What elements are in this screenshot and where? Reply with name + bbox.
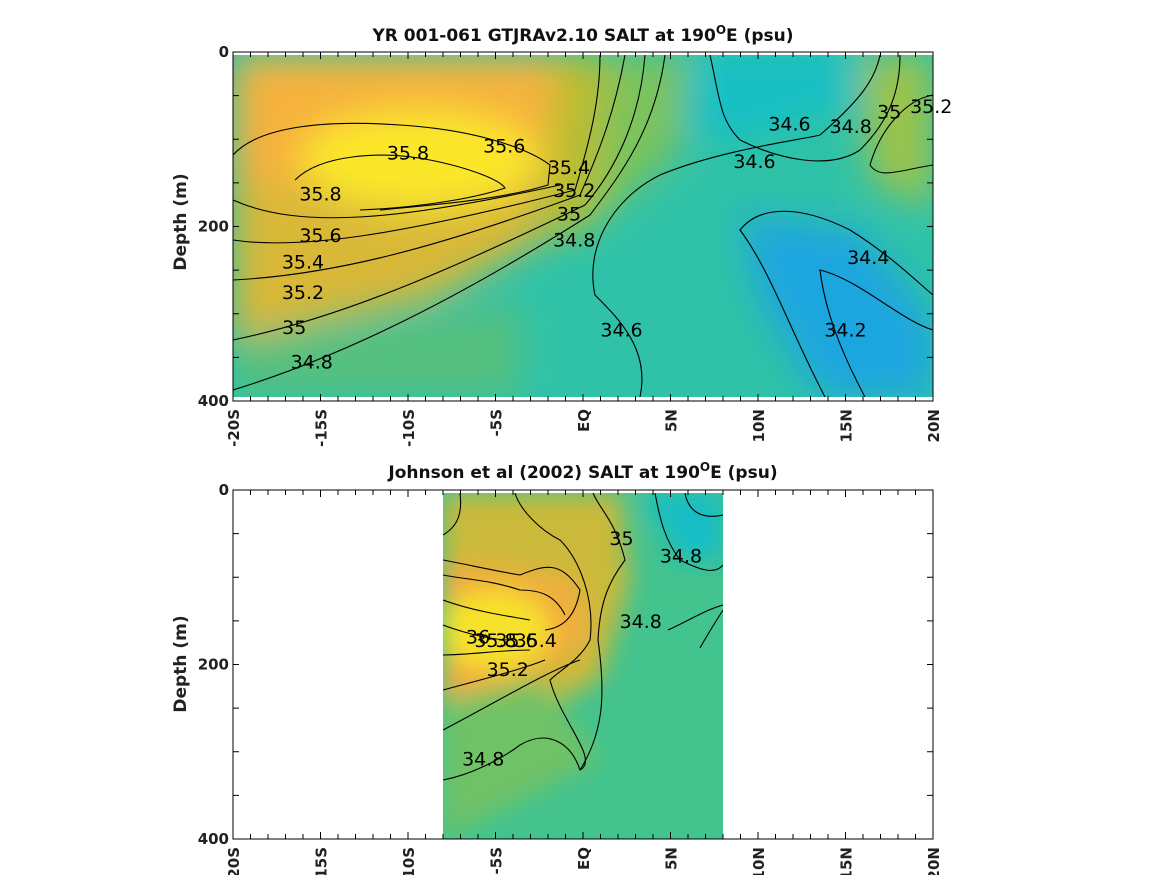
contour-label: 34.4 (847, 247, 889, 269)
contour-label: 35.6 (495, 630, 537, 652)
contour-label: 34.6 (733, 151, 775, 173)
contour-label: 34.8 (553, 230, 595, 252)
contour-label: 34.6 (768, 114, 810, 136)
x-tick-label: 10N (750, 409, 768, 442)
x-tick-label: 20N (925, 409, 943, 442)
x-tick-label: 15N (838, 409, 856, 442)
bottom-title: Johnson et al (2002) SALT at 190OE (psu) (387, 460, 777, 483)
bottom-x-ticks: -20S -15S -10S -5S EQ 5N 10N 15N 20N (225, 490, 943, 875)
x-tick-label: EQ (575, 847, 593, 870)
contour-label: 35.4 (282, 251, 324, 273)
contour-label: 35 (609, 528, 633, 550)
contour-label: 35 (877, 101, 901, 123)
contour-label: 34.2 (824, 319, 866, 341)
top-y-axis-label: Depth (m) (171, 173, 191, 270)
contour-label: 35.2 (282, 282, 324, 304)
contour-label: 35.2 (910, 96, 952, 118)
x-tick-label: -5S (488, 409, 506, 436)
contour-label: 35.6 (299, 225, 341, 247)
contour-label: 34.8 (462, 749, 504, 771)
y-tick-label: 200 (198, 218, 229, 236)
top-y-ticks: 0 200 400 (198, 43, 933, 410)
contour-label: 35.6 (483, 135, 525, 157)
bottom-y-axis-label: Depth (m) (171, 615, 191, 712)
x-tick-label: 5N (663, 847, 681, 870)
top-x-ticks: -20S -15S -10S -5S EQ 5N 10N 15N 20N (225, 52, 943, 447)
top-contour-labels: 35.835.835.635.635.435.23534.835.435.235… (282, 96, 953, 374)
contour-label: 35.8 (387, 142, 429, 164)
top-heatmap (233, 55, 933, 397)
x-tick-label: -20S (225, 409, 243, 447)
x-tick-label: 5N (663, 409, 681, 432)
contour-label: 34.8 (830, 116, 872, 138)
x-tick-label: EQ (575, 409, 593, 432)
x-tick-label: -15S (313, 409, 331, 447)
x-tick-label: -20S (225, 847, 243, 875)
contour-label: 34.8 (291, 352, 333, 374)
y-tick-label: 0 (219, 43, 229, 61)
contour-label: 35.8 (474, 630, 516, 652)
contour-label: 35.2 (487, 659, 529, 681)
contour-label: 36 (466, 627, 490, 649)
contour-label: 35.4 (548, 157, 590, 179)
bottom-heatmap (443, 493, 723, 839)
contour-label: 35 (557, 203, 581, 225)
x-tick-label: -5S (488, 847, 506, 874)
x-tick-label: 20N (925, 847, 943, 875)
bottom-panel: Johnson et al (2002) SALT at 190OE (psu) (171, 460, 943, 875)
top-panel: YR 001-061 GTJRAv2.10 SALT at 190OE (psu… (171, 23, 952, 447)
top-title: YR 001-061 GTJRAv2.10 SALT at 190OE (psu… (371, 23, 793, 46)
bottom-y-ticks: 0 200 400 (198, 481, 933, 848)
x-tick-label: -10S (400, 847, 418, 875)
contour-label: 35.8 (299, 183, 341, 205)
contour-label: 34.6 (600, 319, 642, 341)
contour-label: 35.2 (553, 180, 595, 202)
contour-label: 34.8 (660, 545, 702, 567)
y-tick-label: 0 (219, 481, 229, 499)
y-tick-label: 400 (198, 830, 229, 848)
x-tick-label: 10N (750, 847, 768, 875)
y-tick-label: 200 (198, 656, 229, 674)
contour-label: 34.8 (620, 611, 662, 633)
x-tick-label: -15S (313, 847, 331, 875)
y-tick-label: 400 (198, 392, 229, 410)
contour-label: 35 (282, 317, 306, 339)
contour-label: 35.4 (515, 630, 557, 652)
x-tick-label: -10S (400, 409, 418, 447)
x-tick-label: 15N (838, 847, 856, 875)
